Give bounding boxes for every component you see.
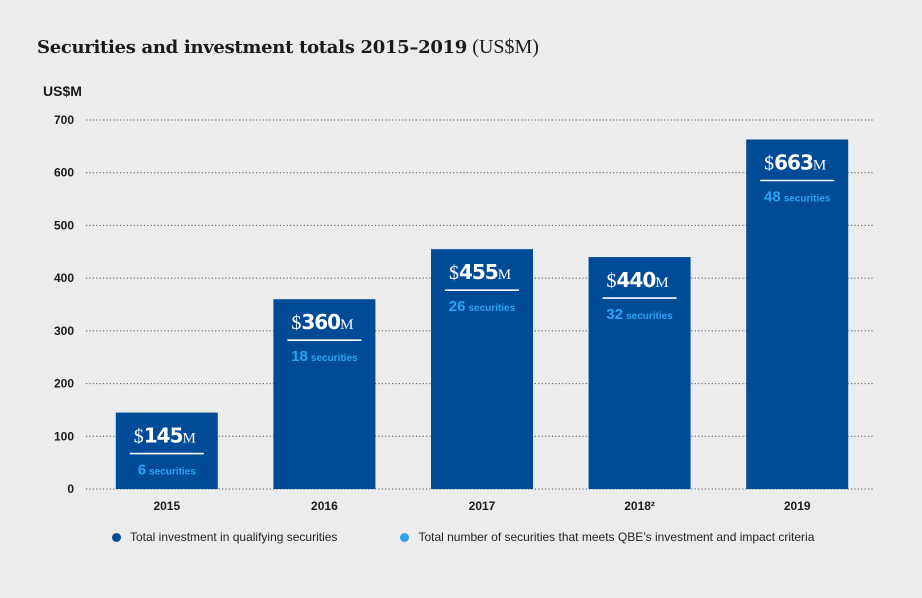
chart-title: Securities and investment totals 2015–20… <box>37 36 539 59</box>
bar-value-label: $440M <box>607 268 669 292</box>
bar-count-label: 48 securities <box>764 189 831 206</box>
y-axis-title: US$M <box>43 83 82 99</box>
x-tick-label: 2017 <box>469 499 496 513</box>
x-tick-label: 2019 <box>784 499 811 513</box>
bar-value-label: $455M <box>449 260 511 284</box>
x-tick-label: 2018² <box>624 499 655 513</box>
bar-2019 <box>746 139 849 490</box>
bar-count-label: 32 securities <box>606 306 673 323</box>
legend-swatch-investment <box>112 532 121 542</box>
bar-count-label: 6 securities <box>138 462 196 479</box>
legend-label-investment: Total investment in qualifying securitie… <box>130 530 338 544</box>
legend-item-investment: Total investment in qualifying securitie… <box>112 530 337 544</box>
y-tick-label: 100 <box>54 429 74 443</box>
bar-count-label: 18 securities <box>291 348 358 365</box>
y-tick-label: 300 <box>54 324 74 338</box>
y-tick-label: 400 <box>54 271 74 285</box>
y-tick-label: 500 <box>54 218 74 232</box>
bar-2016 <box>273 299 376 489</box>
chart-title-main: Securities and investment totals 2015–20… <box>37 37 468 58</box>
legend: Total investment in qualifying securitie… <box>112 530 877 544</box>
legend-label-securities: Total number of securities that meets QB… <box>418 530 815 544</box>
legend-item-securities: Total number of securities that meets QB… <box>400 530 814 544</box>
y-tick-label: 200 <box>54 377 74 391</box>
y-tick-label: 0 <box>67 482 74 496</box>
bar-count-label: 26 securities <box>449 298 516 315</box>
bar-2018 <box>588 257 691 489</box>
bar-value-label: $145M <box>134 424 196 448</box>
bar-value-label: $360M <box>291 310 353 334</box>
y-tick-label: 600 <box>54 166 74 180</box>
bar-value-label: $663M <box>764 151 826 175</box>
x-tick-label: 2015 <box>153 499 180 513</box>
x-tick-label: 2016 <box>311 499 338 513</box>
chart-title-unit: (US$M) <box>472 36 539 58</box>
y-tick-label: 700 <box>54 113 74 127</box>
bar-2017 <box>431 249 533 489</box>
bar-2015 <box>115 412 218 489</box>
legend-swatch-securities <box>400 532 410 542</box>
